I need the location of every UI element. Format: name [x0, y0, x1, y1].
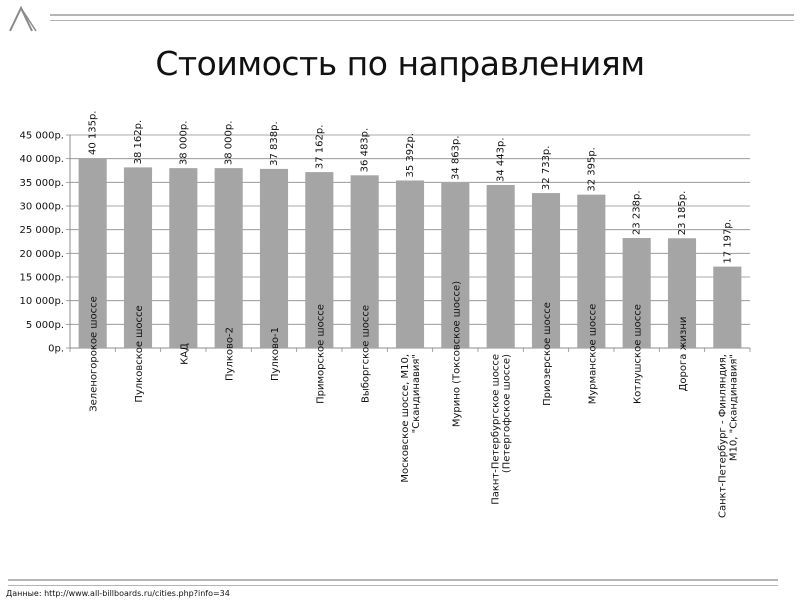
data-label: 23 185р.	[677, 191, 688, 236]
bar	[169, 168, 198, 348]
category-label: Московское шоссе, М10,"Скандинавия"	[400, 354, 422, 483]
bar	[78, 158, 107, 348]
bar	[214, 168, 243, 348]
bar	[577, 194, 606, 348]
data-label: 38 000р.	[224, 121, 235, 166]
bar	[486, 184, 515, 348]
data-label: 23 238р.	[632, 190, 643, 235]
bar	[259, 168, 289, 348]
category-label: Зеленогорокое шоссе	[89, 296, 100, 412]
data-label: 38 000р.	[178, 121, 189, 166]
y-tick-label: 40 000р.	[19, 154, 64, 165]
y-tick-label: 35 000р.	[19, 178, 64, 189]
data-label: 38 162р.	[133, 120, 144, 165]
y-tick-label: 0р.	[48, 344, 64, 355]
data-label: 32 395р.	[586, 147, 597, 192]
data-label: 17 197р.	[722, 219, 733, 264]
category-label: Мурманское шоссе	[587, 304, 598, 405]
category-label: Мурино (Токсовское шоссе)	[451, 281, 462, 427]
source-note: Данные: http://www.all-billboards.ru/cit…	[6, 589, 230, 598]
data-label: 37 838р.	[269, 121, 280, 166]
category-label: Пулковское шоссе	[134, 305, 145, 402]
category-label: Санкт-Петербург - Финляндия,М10, "Сканди…	[717, 354, 739, 518]
bar	[395, 180, 425, 348]
y-tick-label: 20 000р.	[19, 249, 64, 260]
y-tick-label: 10 000р.	[19, 296, 64, 307]
data-label: 34 863р.	[450, 135, 461, 180]
bar	[713, 266, 742, 348]
category-label: Котлушское шоссе	[633, 304, 644, 404]
top-divider	[50, 14, 794, 21]
data-label: 34 443р.	[496, 137, 507, 182]
data-label: 40 135р.	[88, 110, 99, 155]
bottom-divider	[8, 579, 778, 586]
bar	[441, 182, 470, 348]
logo-icon	[9, 6, 37, 32]
data-label: 37 162р.	[314, 125, 325, 170]
bar	[622, 238, 651, 348]
data-label: 36 483р.	[360, 128, 371, 173]
bar	[350, 175, 379, 348]
category-label: КАД	[179, 343, 190, 365]
y-tick-label: 30 000р.	[19, 202, 64, 213]
category-label: Пулково-1	[270, 327, 281, 381]
bar	[305, 172, 334, 348]
category-label: Пулково-2	[225, 327, 236, 381]
page-title: Стоимость по направлениям	[155, 44, 645, 83]
y-tick-label: 15 000р.	[19, 273, 64, 284]
category-label: Пакнт-Петербургское шоссе(Петергофское ш…	[491, 354, 513, 505]
bar	[531, 193, 561, 348]
data-label: 35 392р.	[405, 133, 416, 178]
bar	[123, 167, 153, 348]
y-tick-label: 45 000р.	[19, 131, 64, 142]
y-tick-label: 25 000р.	[19, 225, 64, 236]
y-tick-label: 5 000р.	[26, 320, 64, 331]
category-label: Приморское шоссе	[315, 304, 326, 404]
category-label: Дорога жизни	[678, 317, 689, 392]
data-label: 32 733р.	[541, 146, 552, 191]
bar	[667, 238, 697, 348]
category-label: Выборгское шоссе	[361, 305, 372, 403]
category-label: Приозерское шоссе	[542, 302, 553, 406]
